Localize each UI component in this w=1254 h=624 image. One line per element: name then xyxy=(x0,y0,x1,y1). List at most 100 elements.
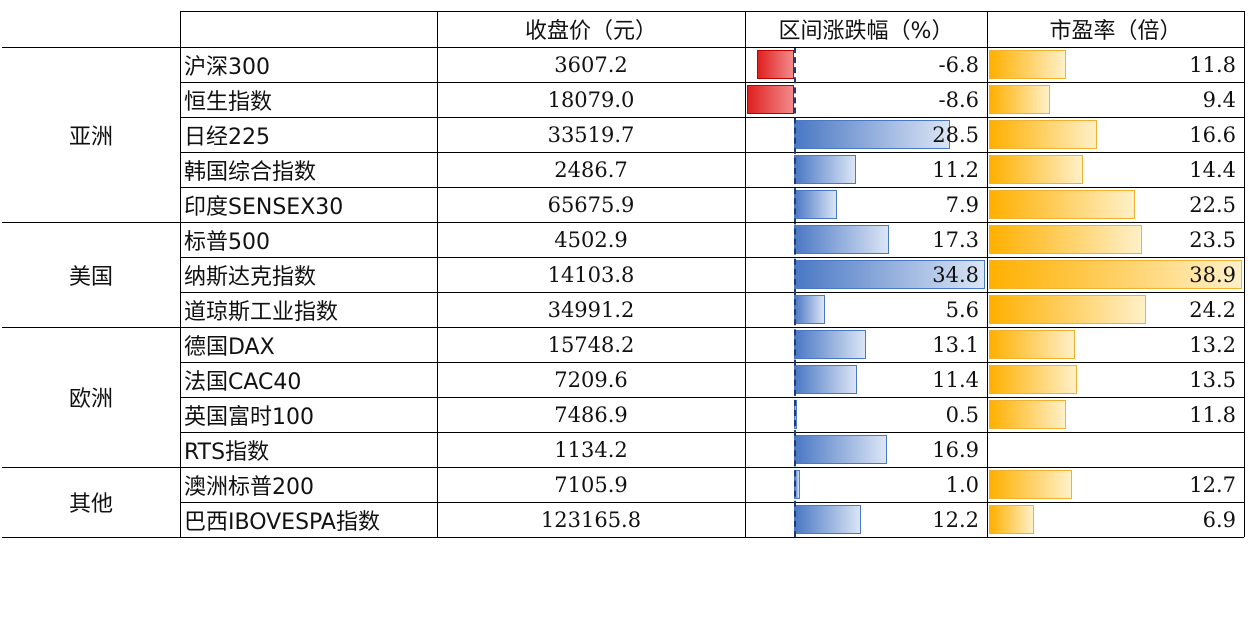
pe-bar xyxy=(989,260,1242,289)
pe-value: 11.8 xyxy=(1189,402,1236,427)
index-name: 韩国综合指数 xyxy=(184,159,317,185)
change-bar xyxy=(794,155,856,184)
row-divider xyxy=(180,82,1244,83)
change-bar xyxy=(747,85,795,114)
close-price: 34991.2 xyxy=(547,297,635,322)
pe-bar xyxy=(989,225,1142,254)
column-divider xyxy=(437,11,438,537)
index-name: 道琼斯工业指数 xyxy=(184,299,339,325)
change-value: -8.6 xyxy=(938,87,980,112)
close-price: 1134.2 xyxy=(554,437,628,462)
pe-bar xyxy=(989,295,1147,324)
column-divider xyxy=(180,11,181,537)
region-divider xyxy=(2,537,1244,538)
change-value: 16.9 xyxy=(932,437,979,462)
change-bar xyxy=(794,260,985,289)
close-price: 7486.9 xyxy=(554,402,628,427)
close-price: 18079.0 xyxy=(547,87,635,112)
region-divider xyxy=(2,327,1244,328)
change-value: 0.5 xyxy=(945,402,979,427)
pe-value: 24.2 xyxy=(1189,297,1236,322)
row-divider xyxy=(180,292,1244,293)
row-divider xyxy=(180,117,1244,118)
change-value: 17.3 xyxy=(932,227,979,252)
pe-value: 9.4 xyxy=(1202,87,1236,112)
close-price: 14103.8 xyxy=(547,262,635,287)
index-name: 标普500 xyxy=(184,229,270,255)
change-bar xyxy=(794,190,838,219)
row-divider xyxy=(180,432,1244,433)
pe-bar xyxy=(989,50,1066,79)
change-value: 34.8 xyxy=(932,262,979,287)
header-close: 收盘价（元） xyxy=(524,19,657,44)
change-value: 11.2 xyxy=(932,157,979,182)
pe-value: 6.9 xyxy=(1202,507,1236,532)
close-price: 2486.7 xyxy=(554,157,628,182)
index-name: 印度SENSEX30 xyxy=(184,194,344,220)
pe-value: 12.7 xyxy=(1189,472,1236,497)
index-name: 沪深300 xyxy=(184,54,270,80)
change-value: 11.4 xyxy=(932,367,979,392)
change-bar xyxy=(756,50,795,79)
index-name: 纳斯达克指数 xyxy=(184,264,317,290)
close-price: 3607.2 xyxy=(554,52,628,77)
close-price: 7209.6 xyxy=(554,367,628,392)
pe-value: 13.5 xyxy=(1189,367,1236,392)
pe-value: 14.4 xyxy=(1189,157,1236,182)
index-name: 法国CAC40 xyxy=(184,369,302,395)
close-price: 65675.9 xyxy=(547,192,635,217)
change-bar xyxy=(794,225,890,254)
pe-value: 11.8 xyxy=(1189,52,1236,77)
change-value: 1.0 xyxy=(945,472,979,497)
pe-bar xyxy=(989,155,1083,184)
region-label: 欧洲 xyxy=(68,387,113,412)
pe-bar xyxy=(989,470,1072,499)
pe-value: 38.9 xyxy=(1189,262,1236,287)
change-value: 12.2 xyxy=(932,507,979,532)
pe-bar xyxy=(989,505,1034,534)
pe-bar xyxy=(989,85,1051,114)
region-label: 其他 xyxy=(68,492,113,517)
row-divider xyxy=(180,152,1244,153)
close-price: 123165.8 xyxy=(540,507,642,532)
close-price: 7105.9 xyxy=(554,472,628,497)
change-value: 5.6 xyxy=(945,297,979,322)
change-bar xyxy=(794,330,866,359)
change-value: 13.1 xyxy=(932,332,979,357)
header-region xyxy=(2,11,180,47)
row-divider xyxy=(180,502,1244,503)
change-bar xyxy=(794,120,951,149)
pe-bar xyxy=(989,120,1097,149)
pe-bar xyxy=(989,190,1136,219)
header-bottom-border xyxy=(2,47,1244,48)
header-change: 区间涨跌幅（%） xyxy=(778,19,954,44)
close-price: 15748.2 xyxy=(547,332,635,357)
header-index xyxy=(180,11,437,47)
change-bar xyxy=(794,295,825,324)
region-divider xyxy=(2,222,1244,223)
row-divider xyxy=(180,257,1244,258)
column-divider xyxy=(1244,11,1245,537)
change-bar xyxy=(794,365,857,394)
row-divider xyxy=(180,397,1244,398)
pe-value xyxy=(987,432,1244,467)
column-divider xyxy=(987,11,988,537)
pe-value: 23.5 xyxy=(1189,227,1236,252)
row-divider xyxy=(180,362,1244,363)
index-name: 巴西IBOVESPA指数 xyxy=(184,509,380,535)
pe-bar xyxy=(989,365,1077,394)
pe-value: 16.6 xyxy=(1189,122,1236,147)
index-name: RTS指数 xyxy=(184,439,270,465)
change-zero-axis xyxy=(794,47,797,537)
row-divider xyxy=(180,187,1244,188)
index-name: 英国富时100 xyxy=(184,404,314,430)
change-value: 28.5 xyxy=(932,122,979,147)
region-divider xyxy=(2,467,1244,468)
change-bar xyxy=(794,505,862,534)
pe-value: 13.2 xyxy=(1189,332,1236,357)
change-bar xyxy=(794,435,887,464)
close-price: 33519.7 xyxy=(547,122,635,147)
region-label: 美国 xyxy=(68,264,113,290)
index-name: 恒生指数 xyxy=(184,89,273,115)
